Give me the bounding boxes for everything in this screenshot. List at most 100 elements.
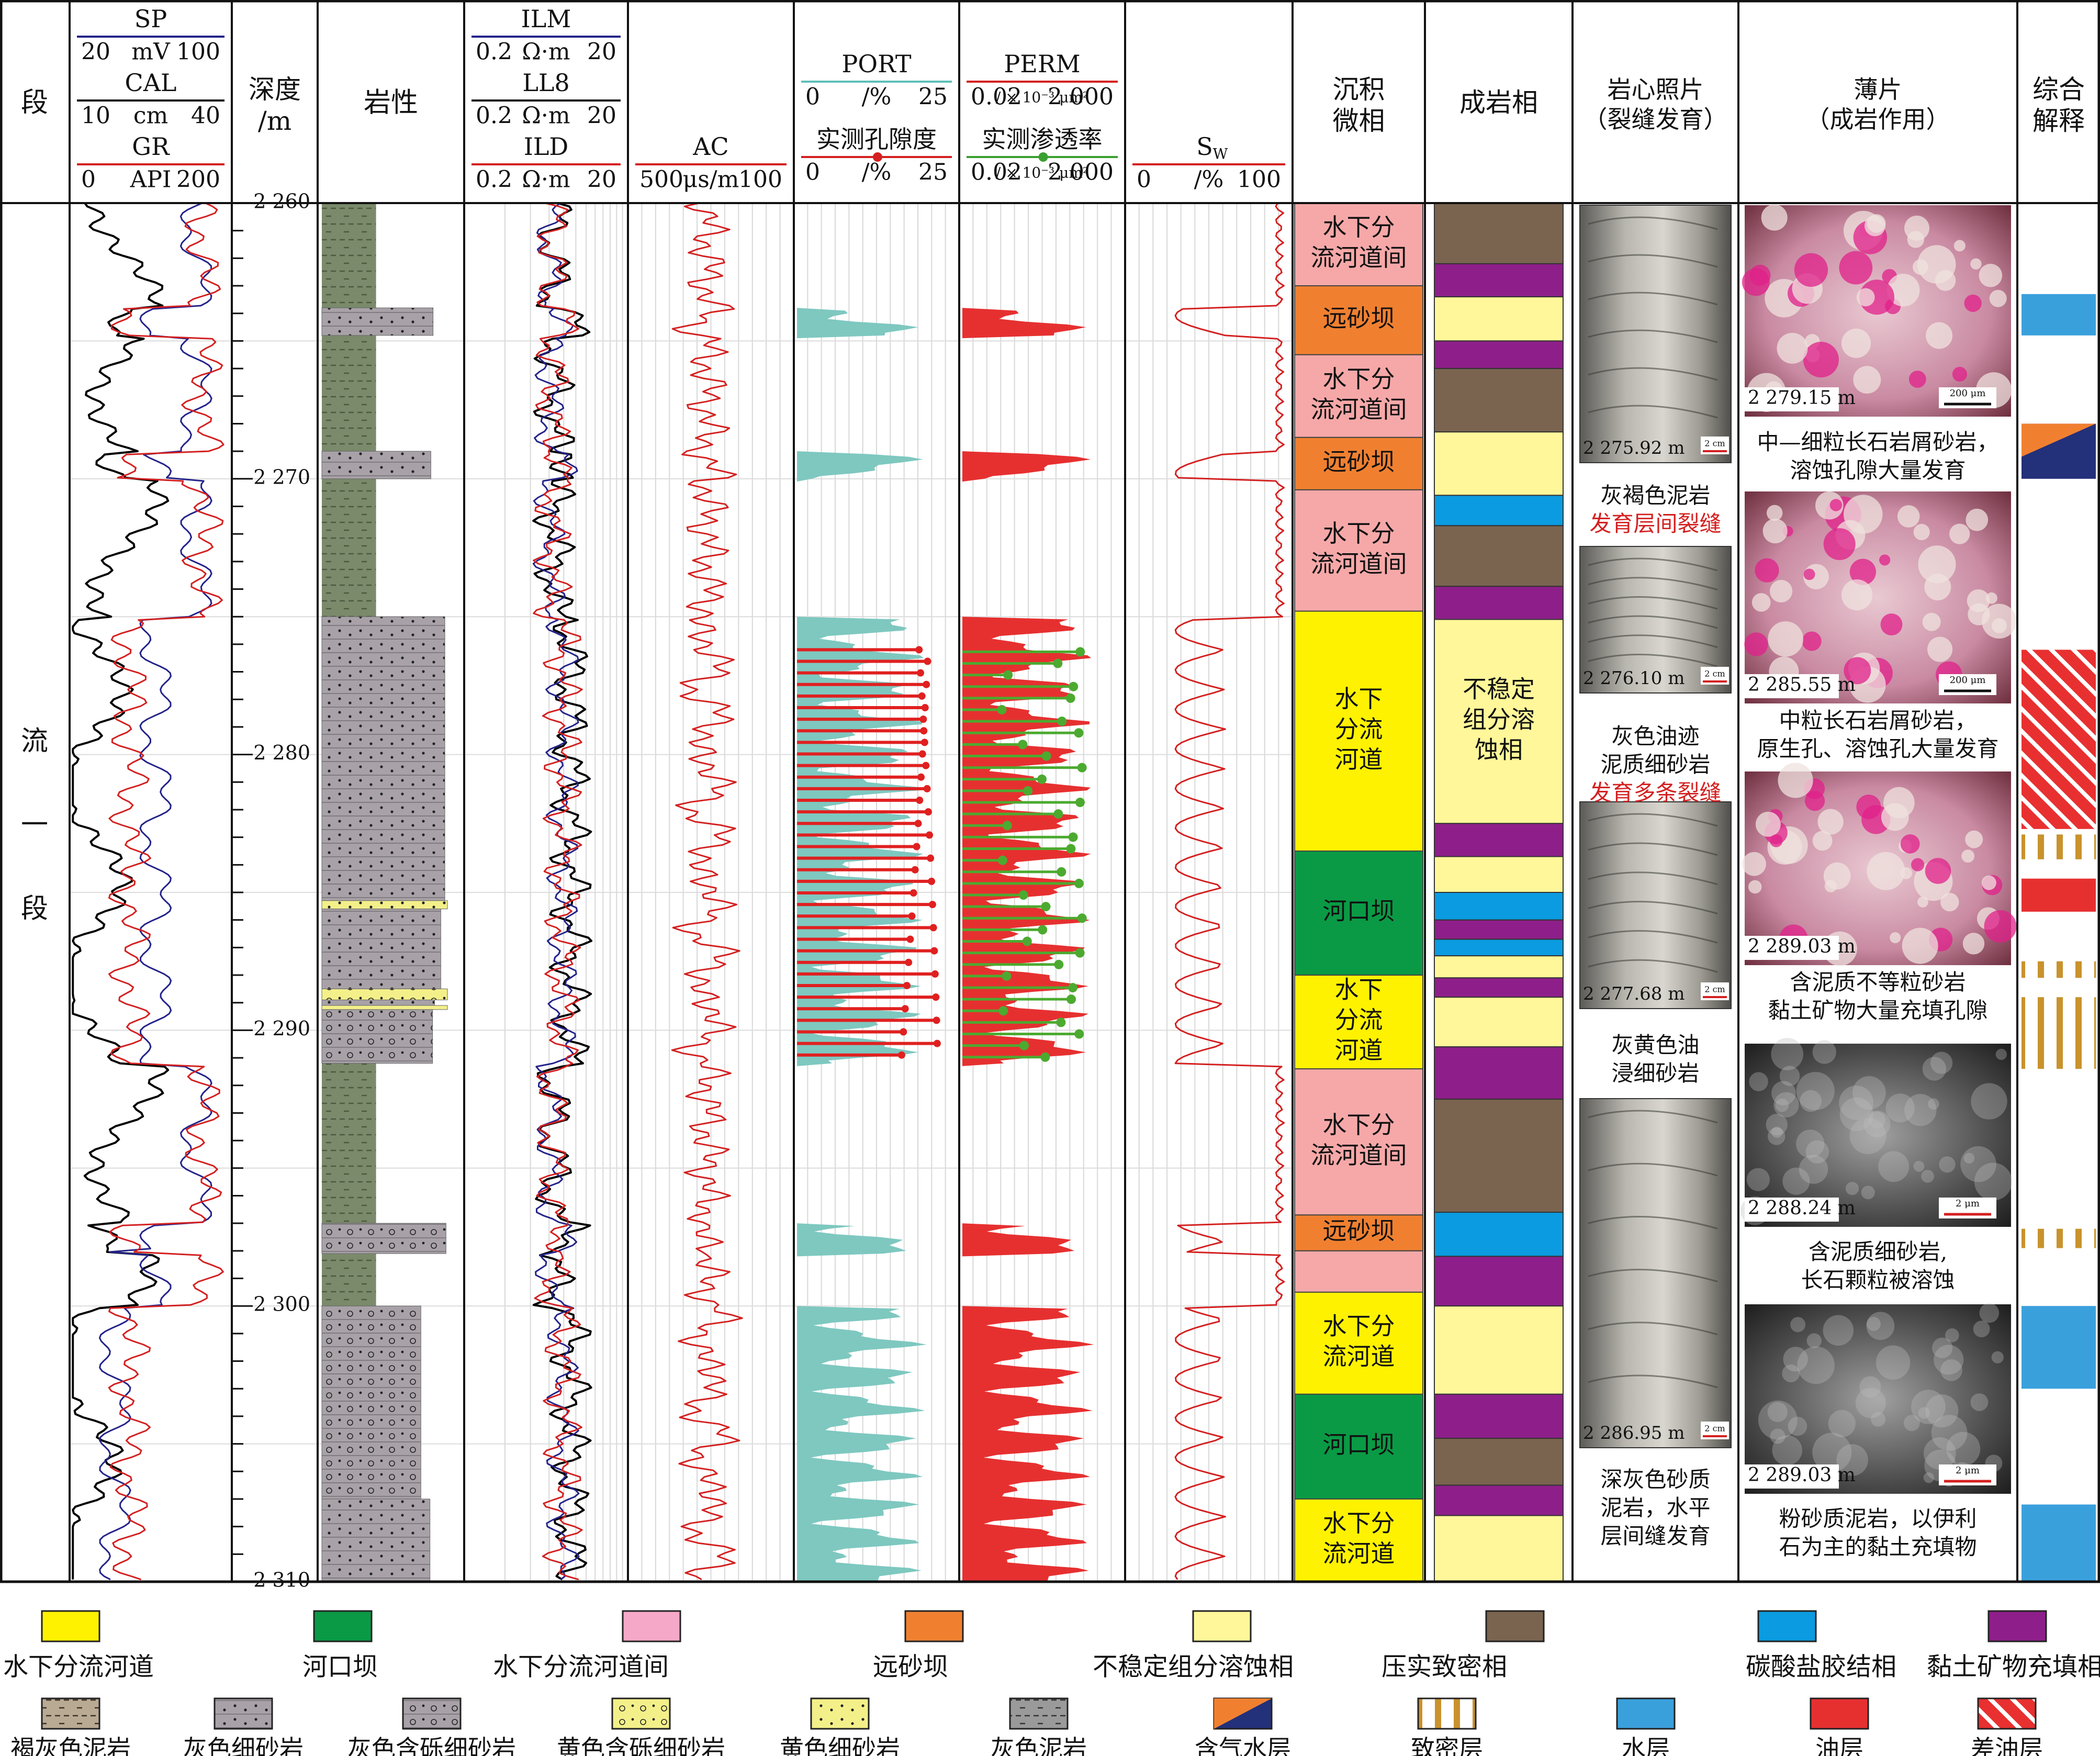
interp-tight — [2022, 961, 2096, 978]
porosity-sample-point — [929, 924, 937, 932]
permeability-sample-point — [1056, 1017, 1066, 1027]
sem-texture — [1796, 1071, 1835, 1111]
permeability-sample-point — [1003, 670, 1013, 680]
thin-caption: 中—细粒长石岩屑砂岩， — [1757, 429, 1998, 455]
sp-max: 100 — [176, 39, 220, 65]
thin-depth-box — [1745, 674, 1839, 698]
thin-section-grain — [1742, 852, 1766, 876]
ll8-max: 20 — [587, 103, 616, 129]
perm_meas-unit: / × 10⁻³ μm² — [996, 164, 1088, 182]
sem-texture — [1767, 1402, 1788, 1423]
core-caption: 泥岩，水平 — [1600, 1495, 1710, 1520]
ll8-curve — [532, 202, 580, 1580]
thin-section-grain — [1917, 245, 1956, 284]
sem-texture — [1973, 1321, 1990, 1338]
diagenetic-label: 组分溶 — [1463, 705, 1535, 733]
diagenetic-block — [1434, 619, 1564, 824]
por_meas-max: 25 — [918, 159, 948, 186]
thin-caption: 黏土矿物大量充填孔隙 — [1768, 998, 1987, 1023]
cal-max: 40 — [191, 103, 220, 129]
thin-depth-label: 2 279.15 m — [1748, 387, 1856, 409]
porosity-sample-point — [919, 715, 927, 723]
sem-texture — [1770, 1428, 1785, 1444]
porosity-sample-point — [903, 982, 911, 990]
thin-section-grain — [1844, 657, 1871, 685]
diagenetic-block — [1434, 368, 1564, 433]
microfacies-label: 河道 — [1335, 1036, 1383, 1065]
sem-texture — [1845, 1182, 1859, 1195]
interp-tight — [2022, 1228, 2096, 1248]
diagenetic-block — [1434, 1393, 1564, 1439]
core-fracture — [1588, 842, 1718, 856]
microfacies-block — [1294, 437, 1423, 490]
sem-texture — [1963, 1153, 1975, 1164]
depth-header-unit: /m — [258, 106, 291, 136]
chart-frame — [0, 0, 2100, 1583]
diagenetic-block — [1434, 1256, 1564, 1307]
thin-section-grain — [1907, 231, 1925, 248]
thin-section-grain — [1879, 554, 1891, 566]
sem-texture — [1758, 1400, 1798, 1440]
porosity-sample-point — [916, 797, 924, 804]
thin-section-grain — [1824, 880, 1837, 892]
porosity-sample-point — [913, 843, 920, 851]
cal-curve — [98, 202, 212, 1581]
depth-tick-label: 2 280 — [253, 741, 310, 764]
gr-header: GR — [132, 132, 170, 161]
microfacies-block — [1294, 975, 1423, 1070]
thin-section-grain — [1755, 811, 1781, 837]
thin-section-grain — [1913, 523, 1930, 541]
permeability-sample-point — [1069, 681, 1079, 691]
sem-texture — [1852, 1076, 1886, 1110]
sem-texture — [1940, 1359, 1962, 1381]
ilm-curve — [532, 202, 593, 1581]
sem-texture — [1931, 1337, 1953, 1358]
porosity-sample-point — [924, 808, 932, 816]
diagenetic-block — [1434, 1438, 1564, 1486]
thin-caption: 粉砂质泥岩，以伊利 — [1779, 1506, 1977, 1531]
permeability-sample-point — [1041, 902, 1051, 912]
porosity-sample-point — [918, 692, 926, 700]
core-fracture — [1588, 615, 1718, 629]
porosity-sample-point — [920, 739, 928, 746]
diagenetic-label: 蚀相 — [1475, 735, 1523, 764]
legend-label: 黄色细砂岩 — [780, 1735, 900, 1756]
thin-scale-label: 2 μm — [1956, 1465, 1980, 1476]
diagenetic-block — [1434, 1515, 1564, 1583]
thin-section-grain — [1911, 858, 1925, 871]
porosity-sample-point — [922, 762, 930, 769]
microfacies-block — [1294, 610, 1423, 852]
thin-section-grain — [1965, 830, 1983, 848]
sem-texture — [1878, 1151, 1910, 1182]
gr-max: 200 — [176, 166, 220, 193]
porosity-sample-point — [931, 970, 939, 978]
sp-min: 20 — [81, 39, 110, 65]
sem-texture — [1885, 1093, 1915, 1123]
permeability-sample-point — [1065, 693, 1075, 703]
lithology-bed — [321, 909, 441, 989]
microfacies-block — [1294, 850, 1423, 976]
sem-texture — [1995, 1048, 2007, 1060]
microfacies-header: 微相 — [1333, 106, 1385, 136]
porosity-sample-point — [905, 958, 913, 966]
thin-section-grain — [1924, 574, 1951, 601]
thin-section-grain — [1880, 613, 1903, 636]
thin-section-grain — [1927, 636, 1953, 662]
thin-section-grain — [1890, 932, 1901, 944]
sem-texture — [1960, 1146, 1996, 1182]
porosity-sample-point — [933, 1039, 941, 1047]
core-fracture — [1588, 1110, 1718, 1124]
diagenetic-block — [1434, 823, 1564, 857]
core-fracture — [1588, 930, 1718, 944]
porosity-sample-point — [914, 820, 922, 827]
por_meas-unit: /% — [862, 159, 892, 186]
thin-scale-label: 200 μm — [1950, 675, 1986, 686]
interp-poor_oil — [2022, 650, 2096, 829]
thin-section-grain — [1841, 579, 1873, 611]
legend-swatch — [402, 1697, 462, 1730]
legend-label: 河口坝 — [302, 1652, 378, 1682]
sem-texture — [1775, 1098, 1789, 1112]
permeability-sample-point — [1053, 809, 1063, 819]
thin-section-grain — [1984, 910, 2017, 943]
